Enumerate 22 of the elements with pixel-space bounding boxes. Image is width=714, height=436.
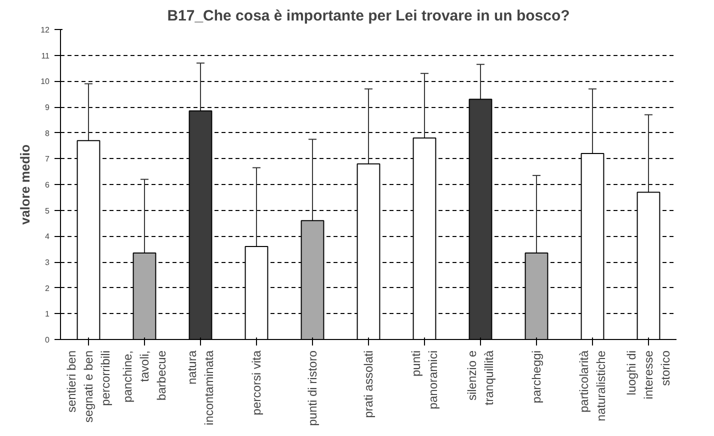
x-tick-label: sentieri ben segnati e ben percorribili xyxy=(64,350,112,423)
x-tick-label: prati assolati xyxy=(362,350,376,418)
chart-title: B17_Che cosa è importante per Lei trovare in un bosco? xyxy=(167,8,570,24)
y-axis-title: valore medio xyxy=(18,144,33,225)
y-tick-label: 10 xyxy=(40,77,50,86)
x-tick-label: percorsi vita xyxy=(250,350,264,416)
x-tick-label: punti di ristoro xyxy=(306,350,320,426)
y-tick-label: 5 xyxy=(45,206,50,216)
y-tick-label: 6 xyxy=(45,180,50,190)
y-tick-label: 0 xyxy=(45,336,50,344)
y-tick-label: 4 xyxy=(45,232,50,242)
x-tick-label: parcheggi xyxy=(530,350,544,404)
y-tick-label: 8 xyxy=(45,128,50,138)
y-tick-label: 1 xyxy=(45,310,50,319)
x-tick-label: luoghi di interesse storico xyxy=(624,350,672,400)
y-tick-label: 11 xyxy=(41,51,50,60)
y-tick-label: 7 xyxy=(45,154,50,164)
y-tick-label: 2 xyxy=(45,284,50,293)
y-tick-label: 12 xyxy=(40,26,50,34)
x-tick-label: silenzio e tranquillità xyxy=(465,350,496,406)
y-tick-label: 3 xyxy=(45,258,50,267)
y-tick-label: 9 xyxy=(45,103,50,112)
